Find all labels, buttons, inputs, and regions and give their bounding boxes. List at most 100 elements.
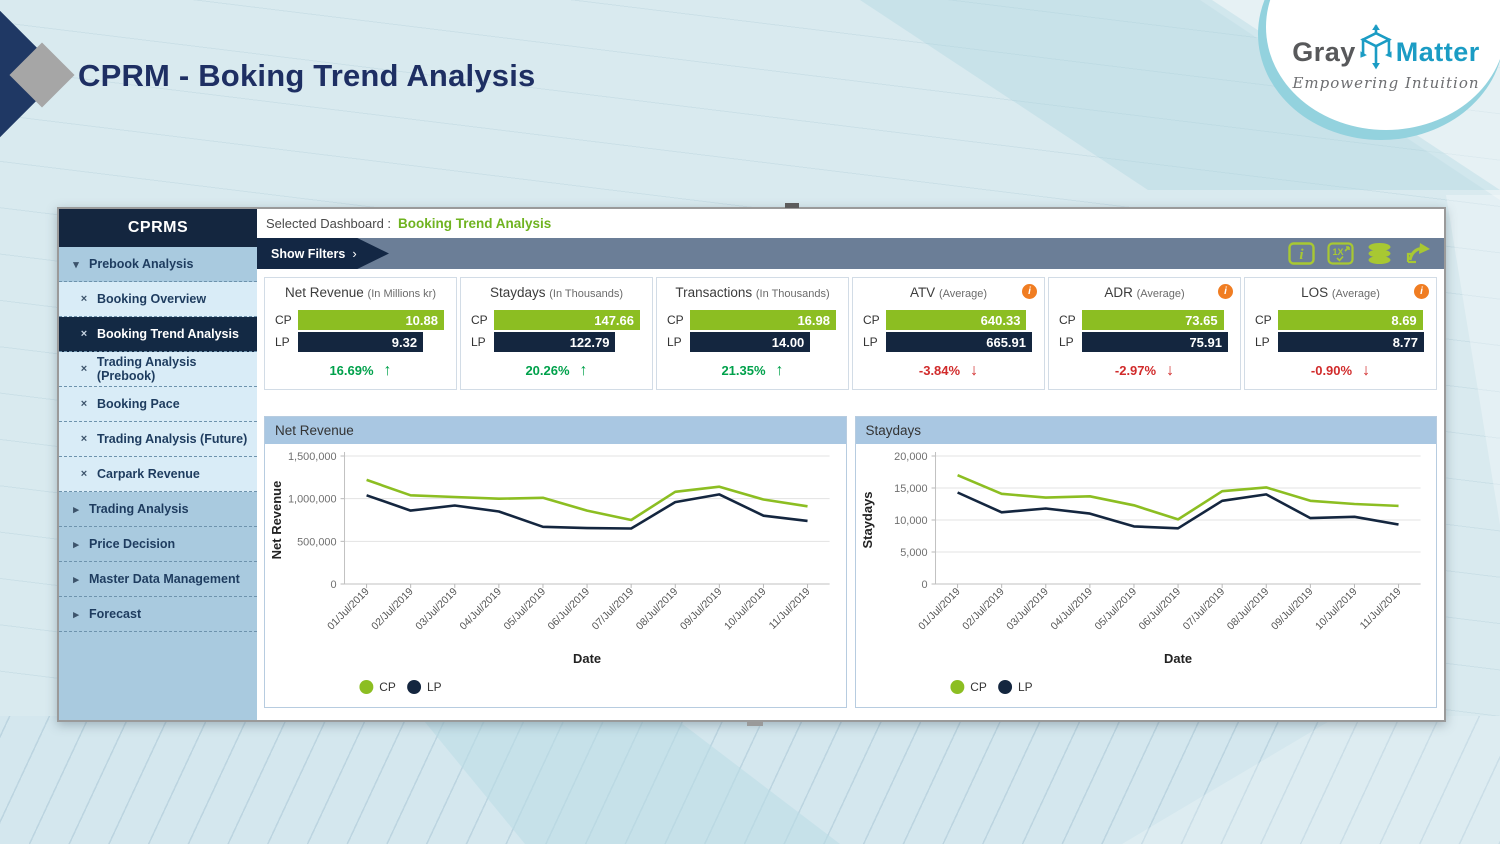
sidebar-item-trading-analysis-prebook-[interactable]: × Trading Analysis (Prebook)	[59, 352, 257, 387]
staydays-chart: 0 5,000 10,000 15,000 20,000 01/Jul/201902/Ju…	[855, 444, 1436, 707]
legend-label: LP	[427, 680, 442, 694]
legend-item-lp[interactable]: LP	[407, 680, 442, 694]
sidebar-item-trading-analysis-future-[interactable]: × Trading Analysis (Future)	[59, 422, 257, 457]
legend-dot-lp	[407, 680, 422, 694]
x-tick-label: 11/Jul/2019	[767, 586, 812, 632]
sidebar-item-label: Booking Overview	[97, 292, 207, 306]
x-tick-label: 10/Jul/2019	[723, 586, 769, 632]
x-tick-label: 04/Jul/2019	[458, 586, 504, 632]
cp-label: CP	[1255, 313, 1272, 327]
info-icon[interactable]: i	[1218, 284, 1233, 299]
kpi-card-adr: ADR (Average) i CP 73.65 LP 75.91 -2.97% ↓	[1048, 277, 1241, 390]
y-tick-label: 5,000	[900, 547, 927, 559]
legend-item-cp[interactable]: CP	[949, 680, 987, 694]
staydays-panel-title: Staydays	[855, 417, 1436, 444]
database-icon[interactable]	[1366, 242, 1393, 265]
kpi-card-transactions: Transactions (In Thousands) CP 16.98 LP 14.0…	[656, 277, 849, 390]
series-line-lp	[956, 491, 1399, 530]
sidebar-item-label: Carpark Revenue	[97, 467, 200, 481]
legend-dot-cp	[359, 680, 374, 694]
kpi-change: -3.84% ↓	[918, 362, 979, 379]
kpi-change: 16.69% ↑	[329, 362, 392, 379]
kpi-title: Staydays (In Thousands)	[489, 285, 624, 300]
sidebar-item-booking-trend-analysis[interactable]: × Booking Trend Analysis	[59, 317, 257, 352]
sidebar-item-label: Price Decision	[89, 537, 176, 551]
page-title: CPRM - Boking Trend Analysis	[78, 58, 536, 93]
cp-label: CP	[863, 313, 880, 327]
cp-value-bar: 16.98	[690, 310, 836, 330]
legend-item-lp[interactable]: LP	[997, 680, 1033, 694]
sidebar: CPRMS ▾ Prebook Analysis × Booking Overview…	[59, 209, 257, 720]
x-tick-label: 06/Jul/2019	[546, 586, 592, 632]
cp-label: CP	[1059, 313, 1076, 327]
x-tick-label: 08/Jul/2019	[1225, 586, 1271, 632]
filterbar-icons: i 1X	[1288, 242, 1432, 265]
y-tick-label: 1,500,000	[288, 451, 337, 463]
x-tick-label: 09/Jul/2019	[679, 586, 725, 632]
sidebar-item-price-decision[interactable]: ▸ Price Decision	[59, 527, 257, 562]
window-handle	[785, 203, 799, 208]
sidebar-item-label: Master Data Management	[89, 572, 240, 586]
series-line-cp	[956, 474, 1399, 521]
kpi-card-atv: ATV (Average) i CP 640.33 LP 665.91 -3.84% ↓	[852, 277, 1045, 390]
sidebar-item-label: Trading Analysis	[89, 502, 189, 516]
x-tick-label: 05/Jul/2019	[502, 586, 548, 632]
lp-value-bar: 122.79	[494, 332, 616, 352]
kpi-title: Transactions (In Thousands)	[675, 285, 830, 300]
legend-label: CP	[970, 680, 987, 694]
legend-label: LP	[1018, 680, 1033, 694]
kpi-card-staydays: Staydays (In Thousands) CP 147.66 LP 122.79 2…	[460, 277, 653, 390]
sidebar-item-forecast[interactable]: ▸ Forecast	[59, 597, 257, 632]
sidebar-item-booking-pace[interactable]: × Booking Pace	[59, 387, 257, 422]
y-tick-label: 20,000	[894, 451, 927, 463]
kpi-card-net-revenue: Net Revenue (In Millions kr) CP 10.88 LP 9.3…	[264, 277, 457, 390]
sidebar-item-master-data-management[interactable]: ▸ Master Data Management	[59, 562, 257, 597]
staydays-panel: Staydays 0 5,000 10,000 15,000 20,000 01/Jul/…	[854, 416, 1437, 708]
net-revenue-panel-title: Net Revenue	[265, 417, 846, 444]
zoom-1x-icon[interactable]: 1X	[1327, 242, 1354, 265]
x-tick-label: 02/Jul/2019	[960, 586, 1006, 632]
bullet-icon: ×	[80, 293, 88, 305]
sidebar-item-trading-analysis[interactable]: ▸ Trading Analysis	[59, 492, 257, 527]
charts-row: Net Revenue 0 500,000 1,000,000 1,500,000 01…	[264, 416, 1437, 708]
chevron-down-icon: ▾	[73, 258, 79, 271]
info-icon[interactable]: i	[1414, 284, 1429, 299]
svg-text:i: i	[1299, 247, 1304, 263]
sidebar-item-carpark-revenue[interactable]: × Carpark Revenue	[59, 457, 257, 492]
x-tick-label: 02/Jul/2019	[370, 586, 416, 632]
x-axis-title: Date	[1164, 651, 1192, 666]
legend-item-cp[interactable]: CP	[359, 680, 396, 694]
background-stripes-bottom	[0, 716, 1500, 844]
sidebar-item-label: Booking Trend Analysis	[97, 327, 239, 341]
filter-bar: Show Filters › i 1X	[257, 238, 1444, 269]
lp-value-bar: 665.91	[886, 332, 1032, 352]
export-icon[interactable]	[1405, 242, 1432, 265]
y-tick-label: 1,000,000	[288, 494, 337, 506]
legend-dot-lp	[997, 680, 1012, 694]
chevron-right-icon: ▸	[73, 538, 79, 551]
kpi-row: Net Revenue (In Millions kr) CP 10.88 LP 9.3…	[264, 277, 1437, 390]
arrow-up-icon: ↑	[775, 362, 784, 379]
x-axis-title: Date	[573, 651, 601, 666]
cp-value-bar: 640.33	[886, 310, 1027, 330]
lp-value-bar: 8.77	[1278, 332, 1424, 352]
sidebar-item-label: Forecast	[89, 607, 142, 621]
show-filters-button[interactable]: Show Filters ›	[257, 238, 389, 269]
arrow-down-icon: ↓	[1362, 362, 1371, 379]
cp-value-bar: 8.69	[1278, 310, 1423, 330]
sidebar-item-prebook-analysis[interactable]: ▾ Prebook Analysis	[59, 247, 257, 282]
x-tick-label: 05/Jul/2019	[1093, 586, 1139, 632]
info-icon[interactable]: i	[1288, 242, 1315, 265]
dashboard-window: CPRMS ▾ Prebook Analysis × Booking Overview…	[57, 203, 1446, 726]
arrow-down-icon: ↓	[970, 362, 979, 379]
x-tick-label: 09/Jul/2019	[1269, 586, 1315, 632]
bullet-icon: ×	[80, 398, 88, 410]
info-icon[interactable]: i	[1022, 284, 1037, 299]
x-tick-label: 01/Jul/2019	[916, 586, 962, 632]
chevron-right-icon: ▸	[73, 503, 79, 516]
kpi-title: ATV (Average)	[909, 285, 988, 300]
window-handle	[747, 721, 763, 726]
chevron-right-icon: ▸	[73, 573, 79, 586]
selected-dashboard-value: Booking Trend Analysis	[398, 216, 552, 231]
sidebar-item-booking-overview[interactable]: × Booking Overview	[59, 282, 257, 317]
